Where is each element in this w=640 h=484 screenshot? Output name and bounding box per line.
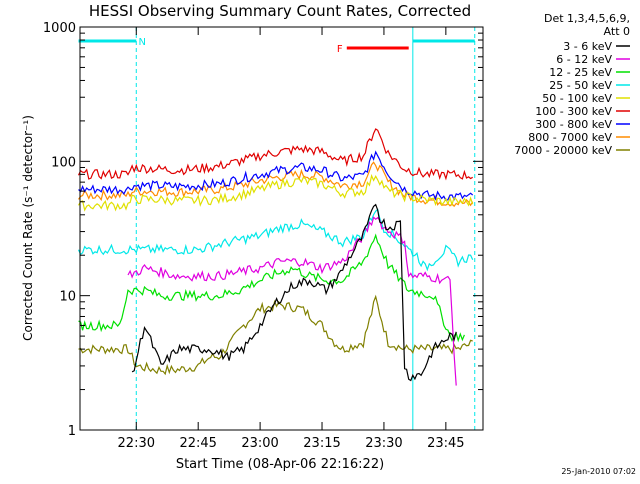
- series-line-8: [78, 294, 473, 376]
- legend-label-7: 800 - 7000 keV: [528, 131, 612, 144]
- plot-frame: [79, 26, 484, 431]
- legend-label-4: 50 - 100 keV: [542, 92, 612, 105]
- series-line-5: [77, 128, 473, 181]
- annotation-label-F: F: [337, 44, 343, 55]
- legend-label-2: 12 - 25 keV: [549, 66, 612, 79]
- y-tick-label-2: 100: [51, 155, 76, 170]
- legend-label-3: 25 - 50 keV: [549, 79, 612, 92]
- series-line-6: [78, 150, 474, 201]
- x-tick-label-1: 22:45: [179, 436, 216, 451]
- series-line-1: [127, 216, 457, 386]
- legend-label-8: 7000 - 20000 keV: [514, 144, 612, 157]
- x-tick-label-2: 23:00: [241, 436, 278, 451]
- y-axis-label: Corrected Count Rate (s⁻¹ detector⁻¹): [21, 115, 35, 341]
- x-tick-label-3: 23:15: [303, 436, 340, 451]
- plot-area: NF: [77, 27, 476, 430]
- x-tick-label-4: 23:30: [365, 436, 402, 451]
- annotation-label-N: N: [139, 37, 146, 48]
- y-tick-label-1: 10: [59, 290, 76, 305]
- series-line-4: [77, 173, 474, 212]
- legend-label-0: 3 - 6 keV: [563, 40, 612, 53]
- legend-label-6: 300 - 800 keV: [535, 118, 612, 131]
- series-line-0: [131, 203, 457, 382]
- axes: 22:30 22:45 23:00 23:15 23:30 23:45 1 10 100 1000: [43, 21, 483, 451]
- legend-title-0: Det 1,3,4,5,6,9,: [544, 12, 630, 25]
- legend-title-1: Att 0: [604, 25, 630, 38]
- x-tick-label-5: 23:45: [427, 436, 464, 451]
- x-tick-label-0: 22:30: [118, 436, 155, 451]
- series-line-7: [78, 161, 474, 208]
- y-tick-label-3: 1000: [43, 21, 76, 36]
- legend-label-5: 100 - 300 keV: [535, 105, 612, 118]
- series-line-2: [78, 233, 465, 343]
- footer-date: 25-Jan-2010 07:02: [561, 467, 636, 476]
- series-line-3: [77, 208, 474, 272]
- chart-title: HESSI Observing Summary Count Rates, Cor…: [89, 2, 471, 20]
- x-axis-label: Start Time (08-Apr-06 22:16:22): [176, 457, 384, 472]
- legend-label-1: 6 - 12 keV: [556, 53, 612, 66]
- y-tick-label-0: 1: [68, 424, 76, 439]
